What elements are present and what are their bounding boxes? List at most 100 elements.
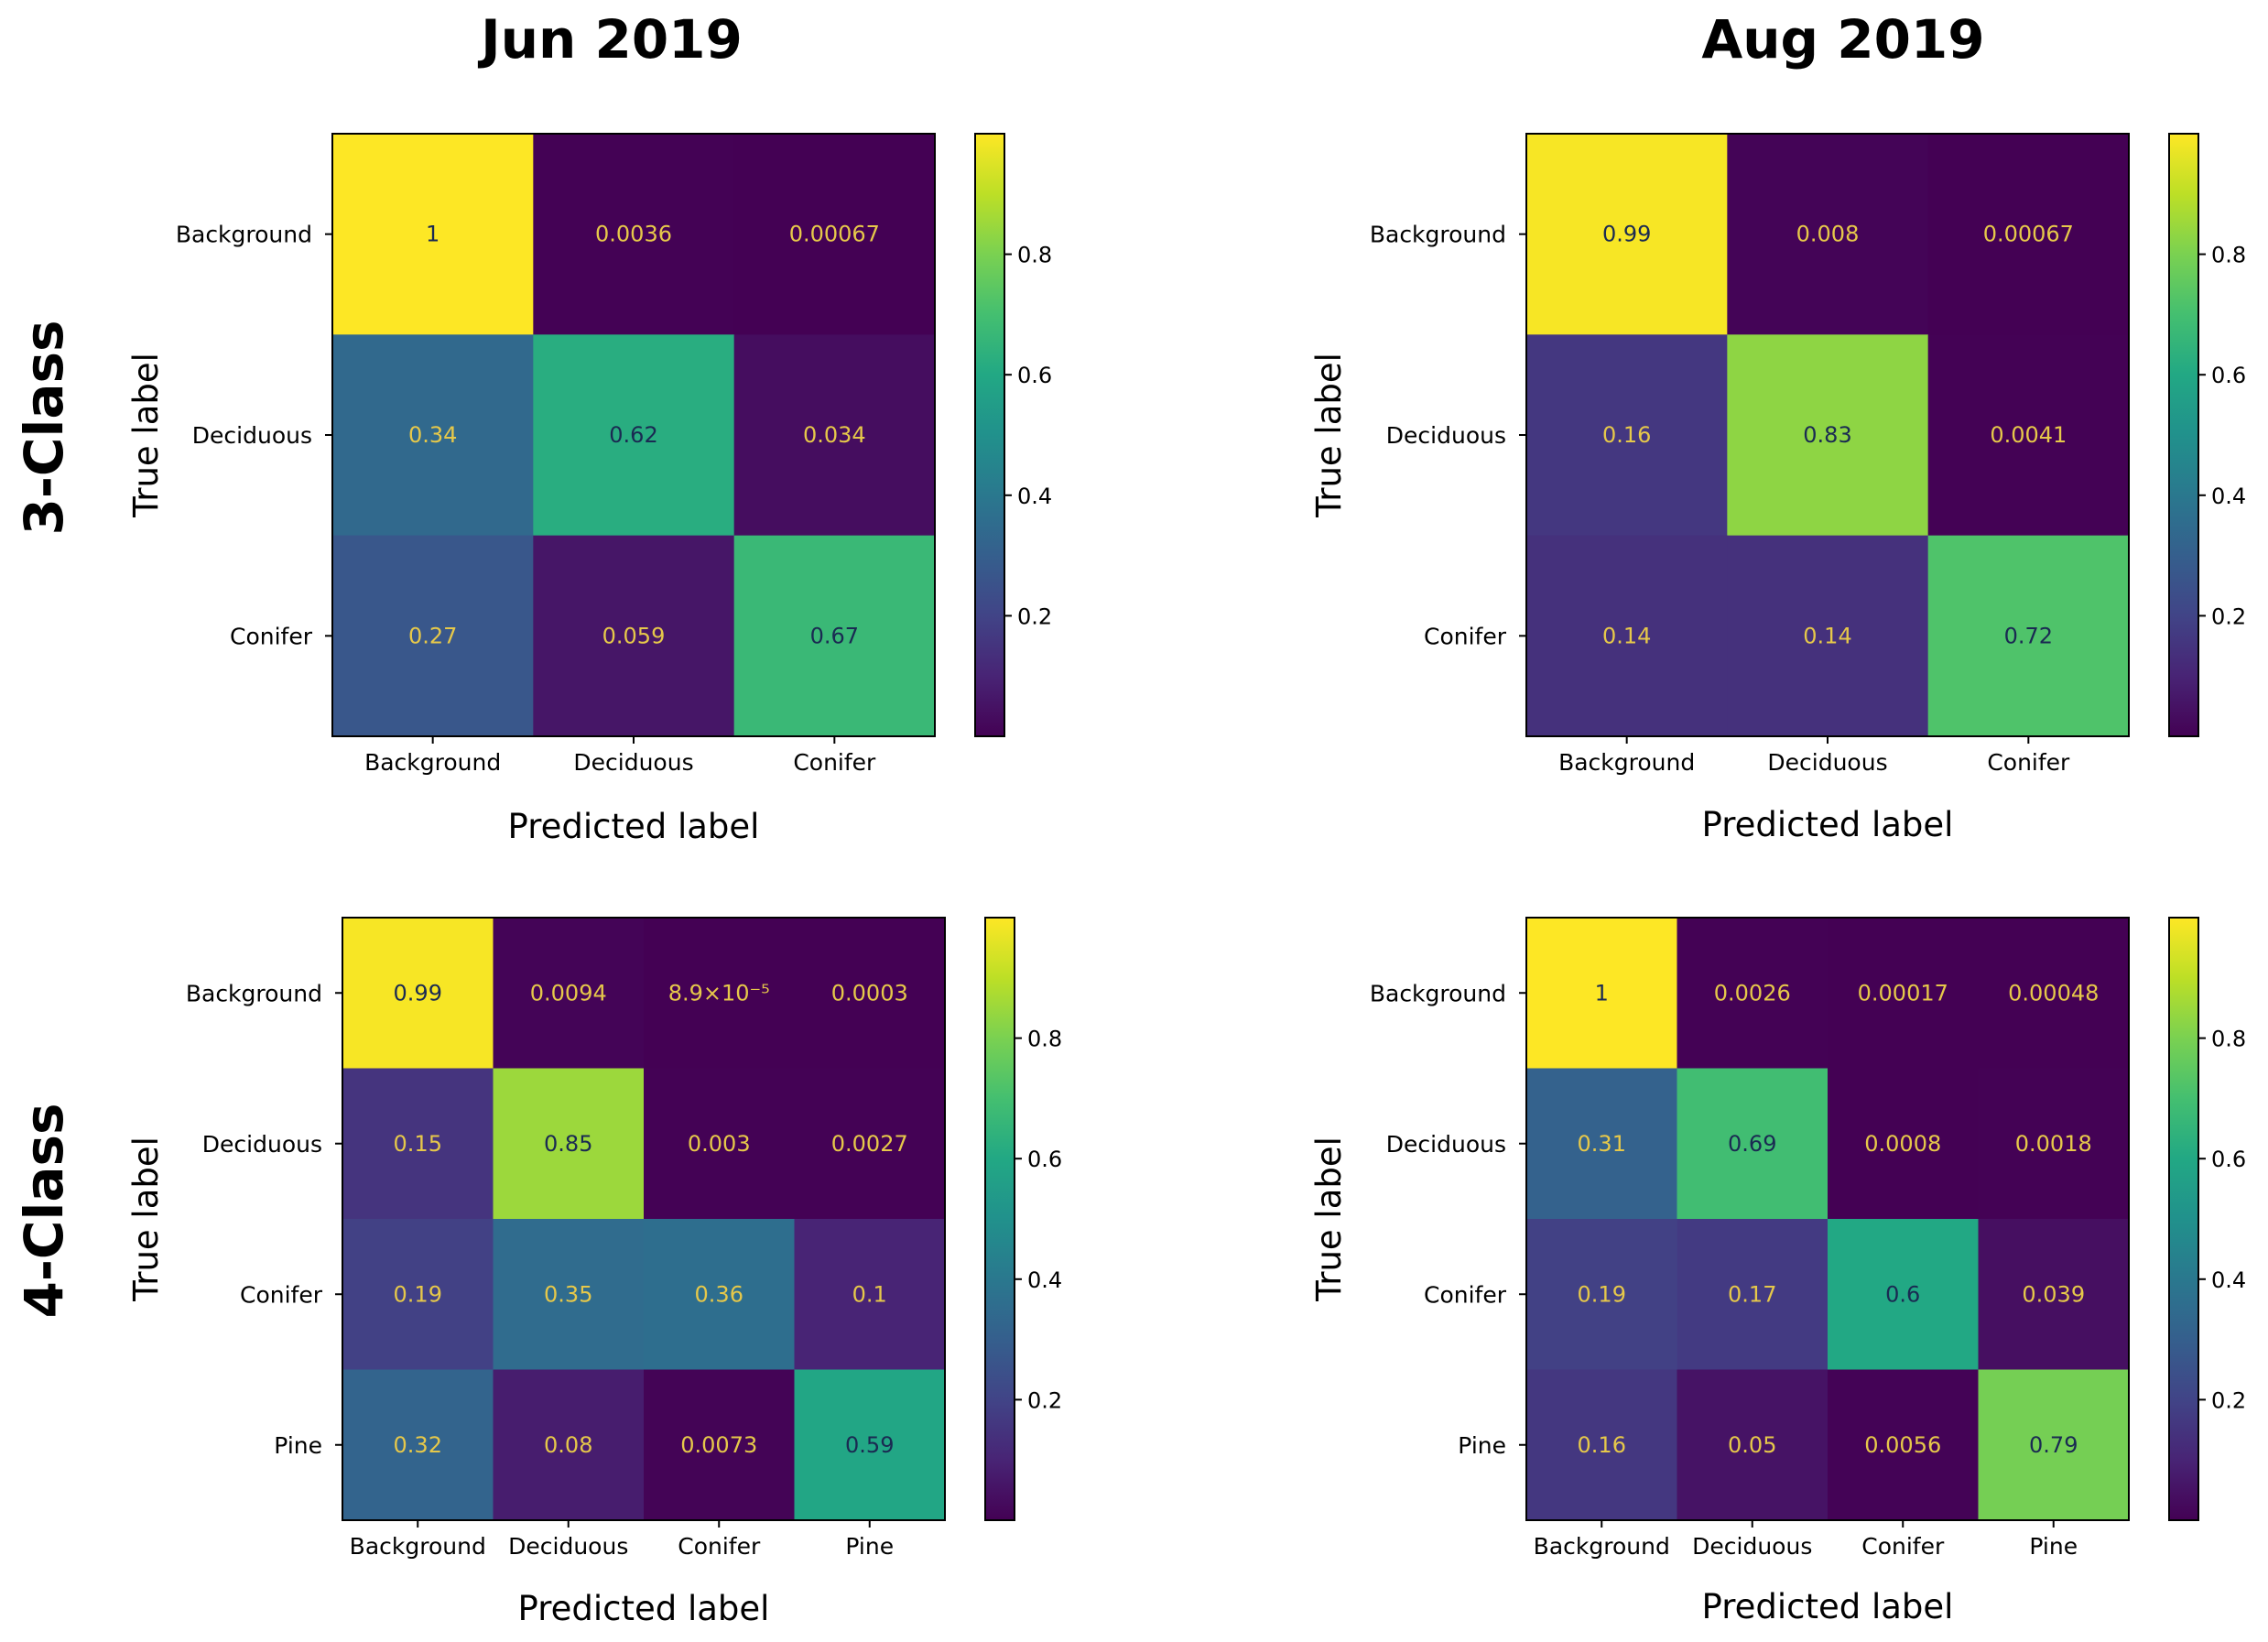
heatmap-cell (1927, 535, 2130, 737)
cell-value-label: 0.05 (1728, 1432, 1776, 1458)
colorbar-tick-label: 0.2 (2211, 1387, 2246, 1413)
panel-aug-4class: 1 0.0026 0.00017 0.00048 0.31 0.69 0.0008 0.001… (1309, 917, 2246, 1626)
cell-value-label: 0.15 (394, 1131, 442, 1157)
heatmap-cell (1727, 134, 1929, 335)
cell-value-label: 0.14 (1803, 623, 1851, 648)
cell-value-label: 0.79 (2029, 1432, 2078, 1458)
heatmap-cell (1677, 1369, 1829, 1521)
x-tick-label: Deciduous (573, 749, 693, 776)
x-tick-label: Deciduous (1767, 749, 1887, 776)
cell-value-label: 0.003 (688, 1131, 751, 1157)
cell-value-label: 0.27 (408, 623, 457, 648)
x-tick-label: Conifer (793, 749, 876, 776)
cell-value-label: 0.0018 (2015, 1131, 2092, 1157)
cell-value-label: 0.034 (803, 422, 866, 448)
colorbar-tick-label: 0.6 (1027, 1147, 1062, 1172)
y-axis-title: True label (126, 353, 166, 518)
cell-value-label: 0.16 (1602, 422, 1651, 448)
cell-value-label: 0.059 (602, 623, 666, 648)
heatmap-cell (1526, 918, 1677, 1069)
y-axis-title: True label (126, 1136, 166, 1302)
colorbar-tick-label: 0.6 (1017, 363, 1052, 388)
heatmap-cell (1828, 918, 1979, 1069)
cell-value-label: 1 (1595, 980, 1609, 1006)
heatmap-cell (1677, 1068, 1829, 1220)
heatmap-cell (1978, 918, 2130, 1069)
heatmap-cell (1828, 1219, 1979, 1370)
cell-value-label: 8.9×10⁻⁵ (668, 980, 770, 1006)
cell-value-label: 0.00048 (2008, 980, 2099, 1006)
heatmap-cell (1978, 1369, 2130, 1521)
cell-value-label: 0.0094 (530, 980, 607, 1006)
y-tick-label: Conifer (230, 623, 313, 649)
heatmap-cell (332, 535, 534, 737)
cell-value-label: 0.83 (1803, 422, 1851, 448)
heatmap-cell (1727, 334, 1929, 537)
x-tick-label: Deciduous (1692, 1533, 1812, 1560)
heatmap-cell (1526, 1219, 1677, 1370)
colorbar-tick-label: 0.4 (1017, 484, 1052, 509)
row-title-3-class: 3-Class (13, 320, 75, 535)
panel-jun-4class: 0.99 0.0094 8.9×10⁻⁵ 0.0003 0.15 0.85 0.003 0.0… (126, 917, 1062, 1628)
cell-value-label: 0.62 (609, 422, 657, 448)
cell-value-label: 0.0056 (1864, 1432, 1941, 1458)
x-tick-label: Deciduous (508, 1533, 628, 1560)
colorbar-tick-label: 0.2 (1017, 604, 1052, 629)
column-title-jun: Jun 2019 (477, 8, 743, 71)
cell-value-label: 0.19 (1578, 1281, 1626, 1307)
cell-value-label: 0.19 (394, 1281, 442, 1307)
heatmap-cell (733, 334, 936, 537)
y-tick-label: Deciduous (1386, 422, 1506, 449)
cell-value-label: 0.31 (1578, 1131, 1626, 1157)
cell-value-label: 0.039 (2022, 1281, 2085, 1307)
cell-value-label: 0.36 (695, 1281, 743, 1307)
colorbar (974, 133, 1005, 737)
cell-value-label: 0.008 (1796, 222, 1860, 247)
x-tick-label: Background (1558, 749, 1695, 776)
y-tick-label: Deciduous (202, 1131, 322, 1158)
heatmap-cell (644, 1219, 795, 1370)
heatmap-cell (794, 918, 946, 1069)
colorbar-tick-label: 0.8 (1027, 1027, 1062, 1052)
cell-value-label: 0.0036 (595, 222, 672, 247)
heatmap-cell (332, 134, 534, 335)
colorbar-tick-label: 0.8 (1017, 243, 1052, 268)
heatmap-cell (342, 918, 494, 1069)
cell-value-label: 0.67 (810, 623, 859, 648)
cell-value-label: 0.99 (394, 980, 442, 1006)
row-title-4-class: 4-Class (13, 1103, 75, 1318)
cell-value-label: 0.99 (1602, 222, 1651, 247)
heatmap-cell (1828, 1068, 1979, 1220)
y-tick-label: Pine (1458, 1432, 1506, 1459)
y-tick-label: Background (186, 980, 322, 1006)
colorbar (984, 917, 1015, 1521)
heatmap-cell (1927, 334, 2130, 537)
heatmap-cell (794, 1068, 946, 1220)
panel-aug-3class: 0.99 0.008 0.00067 0.16 0.83 0.0041 0.14 0.14 0.… (1309, 133, 2246, 844)
y-tick-label: Conifer (1424, 1281, 1507, 1308)
heatmap-cell (493, 918, 645, 1069)
heatmap-cell (1927, 134, 2130, 335)
heatmap-cell (533, 134, 735, 335)
x-tick-label: Background (1534, 1533, 1670, 1560)
heatmap-cell (794, 1369, 946, 1521)
cell-value-label: 0.72 (2004, 623, 2053, 648)
cell-value-label: 0.08 (544, 1432, 592, 1458)
colorbar-tick-label: 0.6 (2211, 1147, 2246, 1172)
x-axis-title: Predicted label (508, 807, 760, 846)
y-tick-label: Deciduous (192, 422, 312, 449)
heatmap-cell (493, 1068, 645, 1220)
cell-value-label: 0.32 (394, 1432, 442, 1458)
colorbar-tick-label: 0.8 (2211, 1027, 2246, 1052)
heatmap-cell (493, 1369, 645, 1521)
heatmap-cell (533, 334, 735, 537)
x-axis-title: Predicted label (518, 1589, 770, 1628)
cell-value-label: 0.35 (544, 1281, 592, 1307)
heatmap-cell (733, 535, 936, 737)
heatmap-frame (1525, 917, 2130, 1521)
cell-value-label: 0.14 (1602, 623, 1651, 648)
heatmap-cell (1526, 1369, 1677, 1521)
colorbar (2168, 133, 2199, 737)
x-tick-label: Conifer (678, 1533, 761, 1560)
panel-jun-3class: 1 0.0036 0.00067 0.34 0.62 0.034 0.27 0.059 0.67… (126, 133, 1052, 846)
